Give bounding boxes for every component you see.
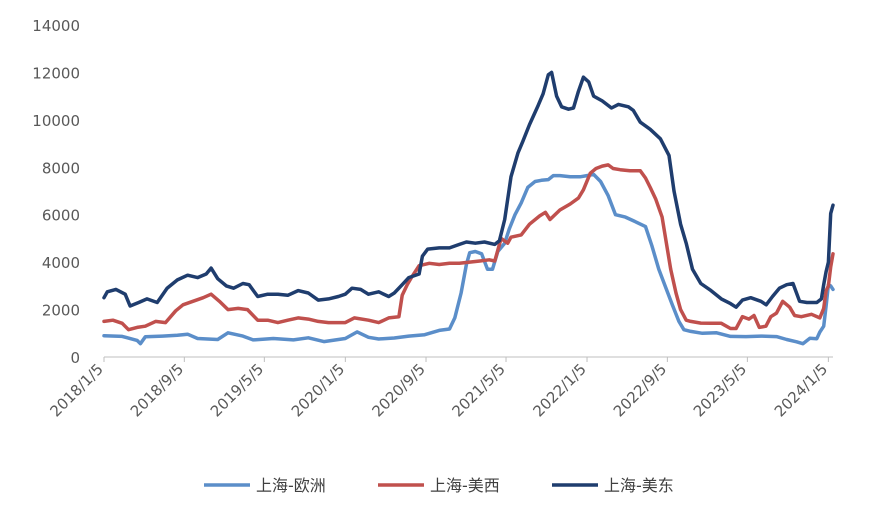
legend: 上海-欧洲 上海-美西 上海-美东 bbox=[204, 476, 674, 495]
x-tick-label: 2023/5/5 bbox=[690, 360, 750, 420]
series-lines bbox=[102, 70, 835, 346]
legend-label: 上海-欧洲 bbox=[256, 476, 326, 495]
y-tick-label: 6000 bbox=[42, 207, 80, 225]
x-tick-label: 2024/1/5 bbox=[771, 360, 831, 420]
x-axis-ticks: 2018/1/5 2018/9/5 2019/5/5 2020/1/5 2020/9/5… bbox=[46, 357, 831, 420]
series-line bbox=[102, 172, 835, 346]
legend-label: 上海-美西 bbox=[430, 476, 500, 495]
y-tick-label: 14000 bbox=[32, 17, 80, 35]
x-tick-label: 2018/9/5 bbox=[127, 360, 187, 420]
x-tick-label: 2020/1/5 bbox=[288, 360, 348, 420]
x-tick-label: 2020/9/5 bbox=[368, 360, 428, 420]
x-tick-label: 2021/5/5 bbox=[448, 360, 508, 420]
y-tick-label: 0 bbox=[70, 349, 80, 367]
y-tick-label: 10000 bbox=[32, 112, 80, 130]
y-tick-label: 2000 bbox=[42, 302, 80, 320]
series-line bbox=[102, 70, 835, 309]
x-tick-label: 2022/1/5 bbox=[529, 360, 589, 420]
y-tick-label: 12000 bbox=[32, 64, 80, 82]
y-axis-ticks: 0 2000 4000 6000 8000 10000 12000 14000 bbox=[32, 17, 80, 367]
x-tick-label: 2022/9/5 bbox=[610, 360, 670, 420]
x-tick-label: 2019/5/5 bbox=[207, 360, 267, 420]
y-tick-label: 8000 bbox=[42, 159, 80, 177]
legend-label: 上海-美东 bbox=[604, 476, 674, 495]
x-tick-label: 2018/1/5 bbox=[46, 360, 106, 420]
series-line bbox=[102, 163, 835, 332]
y-tick-label: 4000 bbox=[42, 254, 80, 272]
